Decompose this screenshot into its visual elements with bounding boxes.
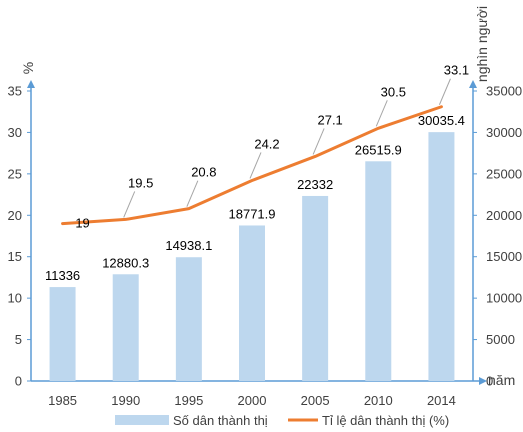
right-axis-tick-label: 25000: [486, 166, 522, 181]
legend-label-line: Tỉ lệ dân thành thị (%): [322, 413, 449, 428]
x-axis-tick-label: 1990: [111, 393, 140, 408]
legend-label-bar: Số dân thành thị: [173, 413, 268, 428]
right-axis-unit: nghìn người: [474, 6, 490, 82]
line-path: [61, 105, 443, 226]
legend: Số dân thành thị Tỉ lệ dân thành thị (%): [115, 413, 449, 428]
right-axis-tick-label: 30000: [486, 125, 522, 140]
line-label-leader: [438, 78, 451, 105]
bar-value-label: 12880.3: [102, 255, 149, 270]
left-axis-tick-label: 15: [8, 249, 22, 264]
line-label-leader: [123, 191, 136, 218]
bar: [239, 225, 265, 381]
line-value-label: 19: [75, 216, 89, 231]
left-axis-tick-label: 5: [15, 332, 22, 347]
line-value-label: 19.5: [128, 175, 153, 190]
line-value-label: 27.1: [317, 112, 342, 127]
axes: 0 5 10 15 20 25 30 35 0 5000 10000 15000 20000 25000 3…: [8, 80, 522, 408]
x-axis-tick-label: 2010: [364, 393, 393, 408]
line-label-leader: [375, 100, 388, 127]
right-axis-tick-label: 0: [486, 374, 493, 389]
bar-value-label: 22332: [297, 177, 333, 192]
bar-value-label: 18771.9: [229, 206, 276, 221]
line-value-label: 24.2: [254, 136, 279, 151]
bar-value-label: 26515.9: [355, 142, 402, 157]
x-axis-unit: năm: [488, 372, 515, 388]
x-axis-tick-label: 2005: [301, 393, 330, 408]
data-labels: 11336 12880.3 14938.1 18771.9 22332 26515.9 30…: [45, 63, 469, 283]
line-label-leader: [312, 128, 325, 155]
x-axis-tick-label: 1985: [48, 393, 77, 408]
legend-swatch-bar: [115, 415, 169, 425]
bar: [428, 132, 455, 381]
x-axis-arrow: [479, 377, 487, 385]
right-axis-tick-label: 35000: [486, 84, 522, 99]
left-axis-tick-label: 10: [8, 291, 22, 306]
bar-value-label: 14938.1: [165, 238, 212, 253]
left-axis-tick-label: 0: [15, 374, 22, 389]
x-axis-tick-label: 2014: [427, 393, 456, 408]
bar: [49, 287, 76, 381]
line-value-label: 20.8: [191, 165, 216, 180]
line-value-label: 33.1: [444, 63, 469, 78]
right-axis-arrow: [469, 80, 477, 88]
bar: [302, 195, 329, 381]
right-axis-tick-label: 5000: [486, 332, 515, 347]
line-label-leader: [186, 180, 199, 207]
left-axis-tick-label: 20: [8, 208, 22, 223]
line-series: [61, 105, 443, 226]
line-label-leader: [249, 152, 262, 179]
bar-series: [49, 132, 455, 381]
right-axis-tick-label: 20000: [486, 208, 522, 223]
bar: [112, 274, 139, 381]
right-axis-tick-label: 15000: [486, 249, 522, 264]
left-axis-tick-label: 25: [8, 166, 22, 181]
left-axis-tick-label: 30: [8, 125, 22, 140]
bar: [175, 257, 202, 381]
x-axis-tick-label: 1995: [174, 393, 203, 408]
left-axis-arrow: [27, 80, 35, 88]
x-axis-tick-label: 2000: [238, 393, 267, 408]
left-axis-tick-label: 35: [8, 84, 22, 99]
left-axis-unit: %: [20, 62, 36, 74]
bar-value-label: 11336: [45, 268, 80, 283]
bar: [365, 161, 392, 381]
right-axis-tick-label: 10000: [486, 291, 522, 306]
line-value-label: 30.5: [381, 84, 406, 99]
bar-value-label: 30035.4: [418, 113, 465, 128]
